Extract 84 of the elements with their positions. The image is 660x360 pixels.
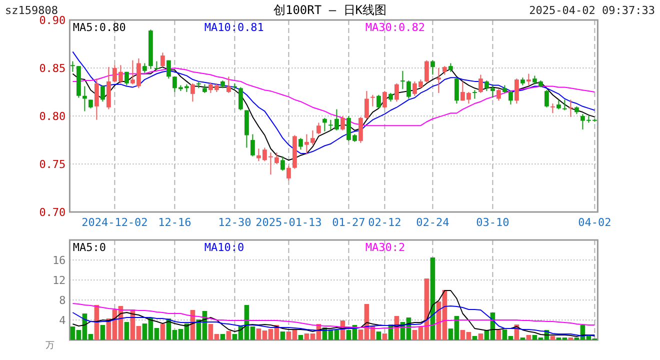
y-tick-label: 0.85 <box>39 62 66 75</box>
text: MA10:0 <box>204 241 244 254</box>
x-tick-label: 02-24 <box>416 216 450 229</box>
y-tick-label: 0.70 <box>39 206 66 219</box>
candlestick <box>430 60 435 76</box>
candlestick <box>556 99 561 110</box>
y-tick-label: 0.75 <box>39 158 66 171</box>
y-tick-label: 16 <box>52 254 66 267</box>
y-tick-label: 0.90 <box>39 14 66 27</box>
candlestick <box>238 86 243 111</box>
bar <box>298 335 304 340</box>
candlestick <box>250 134 255 157</box>
x-tick-label: 04-02 <box>578 216 612 229</box>
text: MA30:0.82 <box>365 21 425 34</box>
candlestick <box>394 82 399 102</box>
candlestick <box>280 156 285 172</box>
candlestick <box>160 52 165 68</box>
candlestick <box>478 74 483 94</box>
candlestick <box>382 90 387 109</box>
candlestick <box>322 117 327 132</box>
bar <box>280 332 286 340</box>
bar <box>526 335 532 340</box>
y-tick-label: 8 <box>59 294 66 307</box>
bar <box>124 322 130 340</box>
bar <box>496 330 502 340</box>
candlestick <box>568 99 573 118</box>
x-tick-label: 2025-01-13 <box>256 216 322 229</box>
candlestick <box>142 62 147 74</box>
x-tick-label: 12-16 <box>158 216 192 229</box>
candlestick <box>376 94 381 109</box>
candlestick <box>358 116 363 144</box>
candlestick <box>406 80 411 100</box>
text: 2025-04-02 09:37:33 <box>529 4 655 17</box>
candlestick <box>124 71 129 86</box>
candlestick <box>70 60 75 72</box>
bar <box>472 336 478 340</box>
candlestick <box>94 78 99 120</box>
candlestick <box>490 84 495 98</box>
candlestick <box>166 60 171 80</box>
candlestick <box>436 68 441 94</box>
candlestick <box>508 90 513 105</box>
candlestick <box>340 116 345 131</box>
candlestick <box>226 76 231 94</box>
x-tick-label: 03-10 <box>476 216 510 229</box>
candlestick <box>400 70 405 90</box>
candlestick <box>100 84 105 102</box>
candlestick <box>496 88 501 102</box>
candlestick <box>424 60 429 83</box>
y-tick-label: 0.80 <box>39 110 66 123</box>
candlestick <box>484 80 489 92</box>
candlestick <box>298 138 303 150</box>
y-tick-label: 12 <box>52 274 66 287</box>
text: MA10:0.81 <box>204 21 264 34</box>
candlestick <box>562 99 567 111</box>
candlestick <box>286 165 291 181</box>
candlestick <box>544 90 549 108</box>
chart-title: 创100RT — 日K线图 <box>273 3 387 17</box>
x-tick-label: 01-27 <box>332 216 366 229</box>
candlestick <box>316 122 321 135</box>
bar <box>376 332 382 340</box>
bar <box>100 325 106 340</box>
text: MA30:2 <box>365 241 406 254</box>
text: MA5:0.80 <box>72 21 126 34</box>
bar <box>550 336 556 340</box>
x-tick-label: 2024-12-02 <box>82 216 148 229</box>
candlestick <box>454 77 459 104</box>
text: MA5:0 <box>72 241 106 254</box>
y-tick-label: 4 <box>59 314 66 327</box>
candlestick <box>190 82 195 102</box>
bar <box>478 334 484 340</box>
candlestick <box>550 103 555 114</box>
x-tick-label: 12-30 <box>218 216 252 229</box>
candlestick <box>364 90 369 120</box>
candlestick <box>274 152 279 164</box>
text: sz159808 <box>5 4 58 17</box>
x-tick-label: 02-12 <box>368 216 402 229</box>
candlestick <box>370 94 375 107</box>
candlestick <box>526 73 531 86</box>
candlestick <box>514 78 519 104</box>
bar <box>382 334 388 340</box>
bar <box>226 331 232 340</box>
bar <box>160 324 166 340</box>
bar <box>220 334 226 340</box>
y-axis-title: 万 <box>46 341 55 351</box>
